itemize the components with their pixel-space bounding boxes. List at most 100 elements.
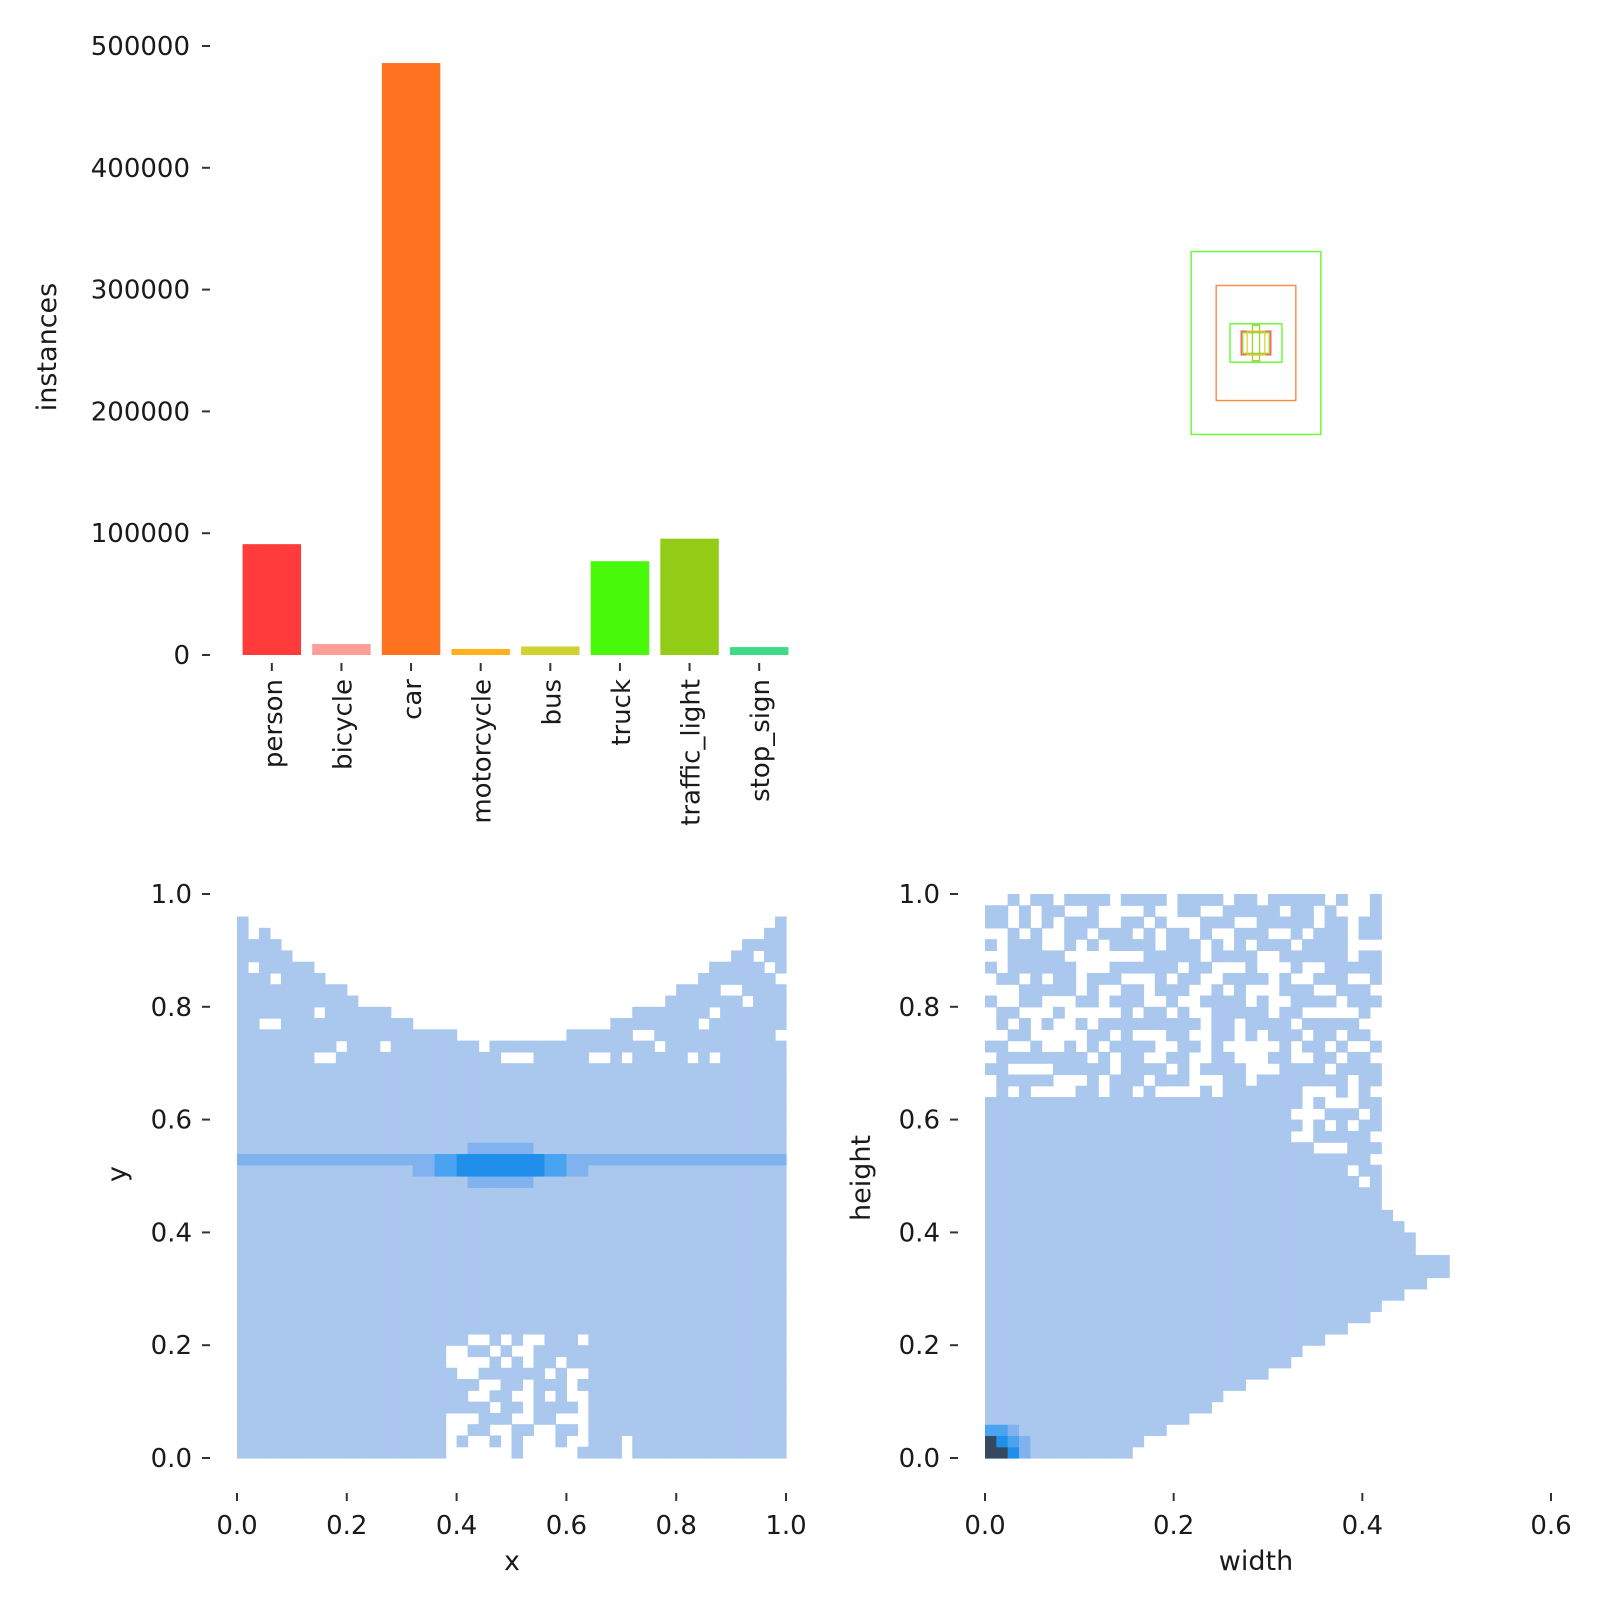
wh-heatmap-cell bbox=[1256, 1108, 1269, 1121]
xy-heatmap-cell bbox=[368, 1379, 381, 1391]
wh-heatmap-cell bbox=[1154, 1390, 1167, 1403]
wh-heatmap-cell bbox=[1018, 1029, 1031, 1042]
xy-heatmap-cell bbox=[247, 1266, 260, 1279]
wh-heatmap-cell bbox=[1268, 1288, 1280, 1301]
xy-heatmap-cell bbox=[247, 1322, 260, 1335]
xy-heatmap-cell bbox=[445, 1029, 458, 1042]
xy-heatmap-cell bbox=[324, 1074, 337, 1087]
wh-heatmap-cell bbox=[1234, 1164, 1246, 1177]
xy-heatmap-cell bbox=[621, 1277, 633, 1290]
wh-heatmap-cell bbox=[1086, 1176, 1099, 1188]
xy-heatmap-cell bbox=[346, 995, 359, 1008]
x-tick-label: 0.4 bbox=[436, 1511, 477, 1541]
xy-heatmap-cell bbox=[390, 1356, 403, 1369]
xy-heatmap-cell bbox=[346, 1288, 359, 1301]
wh-heatmap-cell bbox=[1188, 905, 1201, 918]
xy-heatmap-cell bbox=[731, 950, 743, 963]
xy-heatmap-cell bbox=[247, 1401, 260, 1414]
wh-heatmap-cell bbox=[1041, 1164, 1054, 1177]
xy-heatmap-cell bbox=[632, 1040, 644, 1053]
wh-heatmap-cell bbox=[1098, 1446, 1111, 1459]
wh-heatmap-cell bbox=[1018, 1108, 1031, 1121]
y-tick-label: 0.0 bbox=[151, 1444, 192, 1474]
xy-heatmap-cell bbox=[401, 1311, 414, 1324]
wh-heatmap-cell bbox=[1109, 1333, 1122, 1346]
xy-heatmap-cells bbox=[237, 916, 787, 1459]
wh-heatmap-cell bbox=[1154, 1006, 1167, 1019]
wh-heatmap-cell bbox=[1143, 1130, 1156, 1143]
xy-heatmap-cell bbox=[423, 1277, 436, 1290]
wh-heatmap-cell bbox=[1200, 1187, 1212, 1200]
wh-heatmap-cell bbox=[985, 1266, 997, 1279]
xy-heatmap-cell bbox=[731, 1198, 743, 1211]
xy-heatmap-cell bbox=[302, 1401, 315, 1414]
xy-heatmap-cell bbox=[379, 1277, 392, 1290]
xy-heatmap-cell bbox=[775, 916, 787, 929]
wh-heatmap-cell bbox=[1086, 1153, 1099, 1166]
wh-heatmap-cell bbox=[1030, 1142, 1043, 1155]
xy-heatmap-cell bbox=[676, 984, 688, 997]
xy-heatmap-cell bbox=[456, 1221, 469, 1233]
wh-heatmap-cell bbox=[1290, 1288, 1303, 1301]
xy-heatmap-cell bbox=[610, 1142, 622, 1155]
xy-heatmap-cell bbox=[621, 1424, 633, 1437]
wh-heatmap-cell bbox=[1143, 1164, 1156, 1177]
wh-heatmap-cell bbox=[1279, 1164, 1292, 1177]
xy-heatmap-cell bbox=[357, 1029, 370, 1042]
xy-heatmap-cell bbox=[599, 1367, 611, 1380]
wh-heatmap-cell bbox=[1075, 1164, 1088, 1177]
xy-heatmap-cell bbox=[566, 1051, 578, 1064]
wh-heatmap-cell bbox=[1120, 1300, 1133, 1312]
wh-heatmap-cell bbox=[1335, 1108, 1348, 1121]
xy-heatmap-cell bbox=[357, 1356, 370, 1369]
wh-heatmap-cell bbox=[1211, 1176, 1224, 1188]
xy-heatmap-cell bbox=[390, 1277, 403, 1290]
wh-heatmap-cell bbox=[1222, 1063, 1235, 1076]
wh-heatmap-cell bbox=[1324, 939, 1337, 951]
xy-heatmap-cell bbox=[401, 1142, 414, 1155]
xy-heatmap-cell bbox=[577, 1356, 589, 1369]
xy-heatmap-cell bbox=[621, 1243, 633, 1256]
xy-heatmap-cell bbox=[280, 1209, 293, 1222]
wh-ticks: 0.00.20.40.60.81.00.0 0.2 0.4 0.6 bbox=[899, 880, 1572, 1541]
wh-heatmap-cell bbox=[1052, 1130, 1065, 1143]
wh-heatmap-cell bbox=[1290, 1142, 1303, 1155]
xy-heatmap-cell bbox=[269, 1153, 282, 1166]
wh-heatmap-cell bbox=[1437, 1266, 1450, 1279]
xy-heatmap-cell bbox=[434, 1356, 447, 1369]
wh-heatmap-cell bbox=[1313, 1153, 1326, 1166]
xy-heatmap-cell bbox=[500, 1040, 513, 1053]
xy-heatmap-cell bbox=[269, 1288, 282, 1301]
xy-heatmap-cell bbox=[555, 1300, 567, 1312]
xy-heatmap-cell bbox=[302, 1446, 315, 1459]
xy-heatmap-cell bbox=[687, 1085, 699, 1098]
wh-heatmap-cell bbox=[1075, 1153, 1088, 1166]
xy-heatmap-cell bbox=[720, 1029, 732, 1042]
xy-heatmap-cell bbox=[291, 1356, 304, 1369]
xy-heatmap-cell bbox=[709, 1232, 721, 1245]
xy-heatmap-cell bbox=[544, 1221, 557, 1233]
wh-heatmap-cell bbox=[1018, 1345, 1031, 1358]
wh-heatmap-cell bbox=[1324, 1221, 1337, 1233]
wh-heatmap-cell bbox=[1358, 1300, 1371, 1312]
xy-heatmap-cell bbox=[709, 1277, 721, 1290]
xy-heatmap-cell bbox=[346, 1142, 359, 1155]
xy-heatmap-cell bbox=[247, 1345, 260, 1358]
xy-heatmap-cell bbox=[599, 1288, 611, 1301]
xy-heatmap-cell bbox=[731, 1153, 743, 1166]
xy-heatmap-cell bbox=[621, 1401, 633, 1414]
wh-heatmap-cell bbox=[1143, 1345, 1156, 1358]
xy-heatmap-cell bbox=[665, 1085, 677, 1098]
y-tick-label: 0.4 bbox=[151, 1218, 192, 1248]
xy-heatmap-cell bbox=[247, 1176, 260, 1188]
xy-heatmap-cell bbox=[302, 1187, 315, 1200]
xy-heatmap-cell bbox=[643, 1153, 655, 1166]
xy-heatmap-cell bbox=[599, 1277, 611, 1290]
wh-heatmap-cell bbox=[1052, 1119, 1065, 1132]
wh-heatmap-cell bbox=[1007, 1379, 1020, 1391]
wh-heatmap-cell bbox=[1358, 1130, 1371, 1143]
xy-heatmap-cell bbox=[522, 1164, 535, 1177]
xy-heatmap-cell bbox=[676, 1085, 688, 1098]
xy-heatmap-cell bbox=[357, 1446, 370, 1459]
xy-heatmap-cell bbox=[324, 1243, 337, 1256]
